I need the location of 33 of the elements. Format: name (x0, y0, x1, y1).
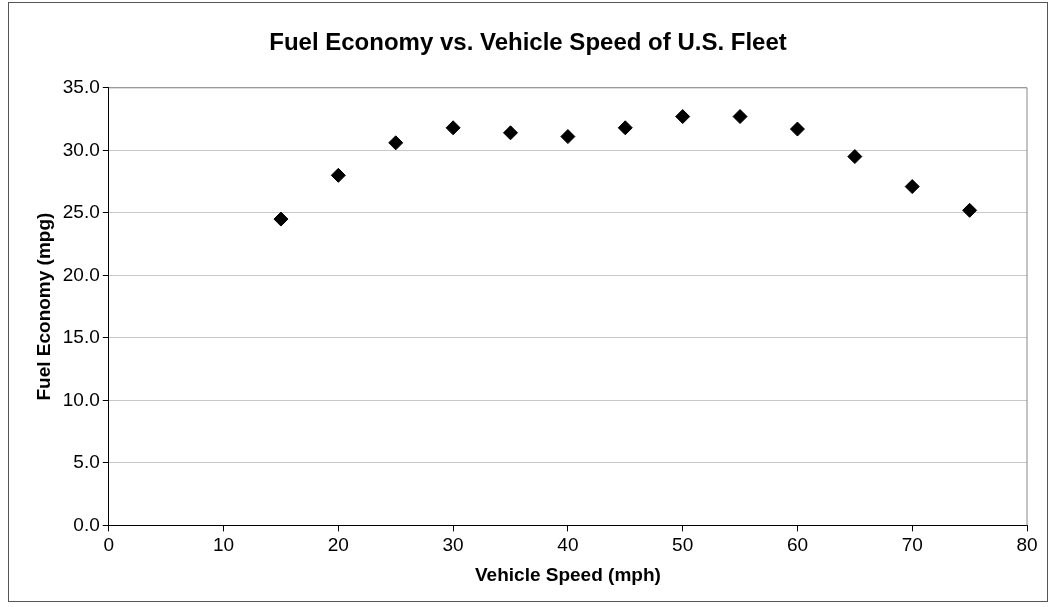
y-tick-label: 5.0 (73, 451, 100, 473)
x-tick-label: 50 (672, 534, 694, 556)
x-tick-label: 70 (901, 534, 923, 556)
point (560, 129, 576, 145)
y-tick-label: 25.0 (62, 201, 100, 223)
x-tick-label: 80 (1016, 534, 1038, 556)
y-tick-label: 0.0 (73, 513, 100, 535)
point (388, 135, 404, 151)
point (330, 167, 346, 183)
y-tick-label: 20.0 (62, 263, 100, 285)
y-tick-label: 30.0 (62, 138, 100, 160)
point (503, 125, 518, 141)
y-tick-label: 10.0 (62, 388, 100, 410)
point (789, 121, 805, 137)
x-tick-label: 20 (327, 534, 349, 556)
point (273, 211, 289, 227)
y-axis-title: Fuel Economy (mpg) (32, 212, 54, 401)
x-tick-label: 40 (557, 534, 579, 556)
point (617, 120, 633, 136)
point (732, 109, 748, 125)
point (904, 179, 920, 195)
x-tick-label: 30 (442, 534, 464, 556)
x-tick-label: 60 (786, 534, 809, 556)
x-tick-label: 0 (103, 534, 115, 556)
point (675, 109, 691, 125)
point (962, 202, 978, 218)
x-tick-label: 10 (212, 534, 235, 556)
point (445, 120, 461, 136)
y-tick-label: 15.0 (62, 326, 100, 348)
point (847, 149, 863, 165)
chart-title: Fuel Economy vs. Vehicle Speed of U.S. Fleet (269, 28, 787, 56)
x-axis-title: Vehicle Speed (mph) (474, 563, 661, 585)
y-tick-label: 35.0 (62, 76, 100, 98)
